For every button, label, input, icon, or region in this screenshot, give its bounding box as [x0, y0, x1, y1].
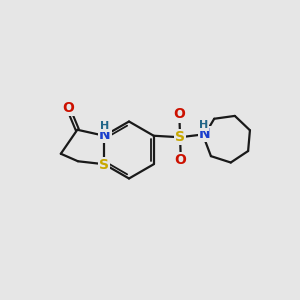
Text: S: S [175, 130, 185, 144]
Text: N: N [199, 127, 211, 141]
Text: S: S [99, 158, 109, 172]
Text: H: H [199, 120, 208, 130]
Text: H: H [100, 121, 110, 131]
Text: O: O [62, 101, 74, 115]
Text: N: N [99, 128, 111, 142]
Text: O: O [173, 107, 185, 122]
Text: O: O [175, 153, 187, 167]
